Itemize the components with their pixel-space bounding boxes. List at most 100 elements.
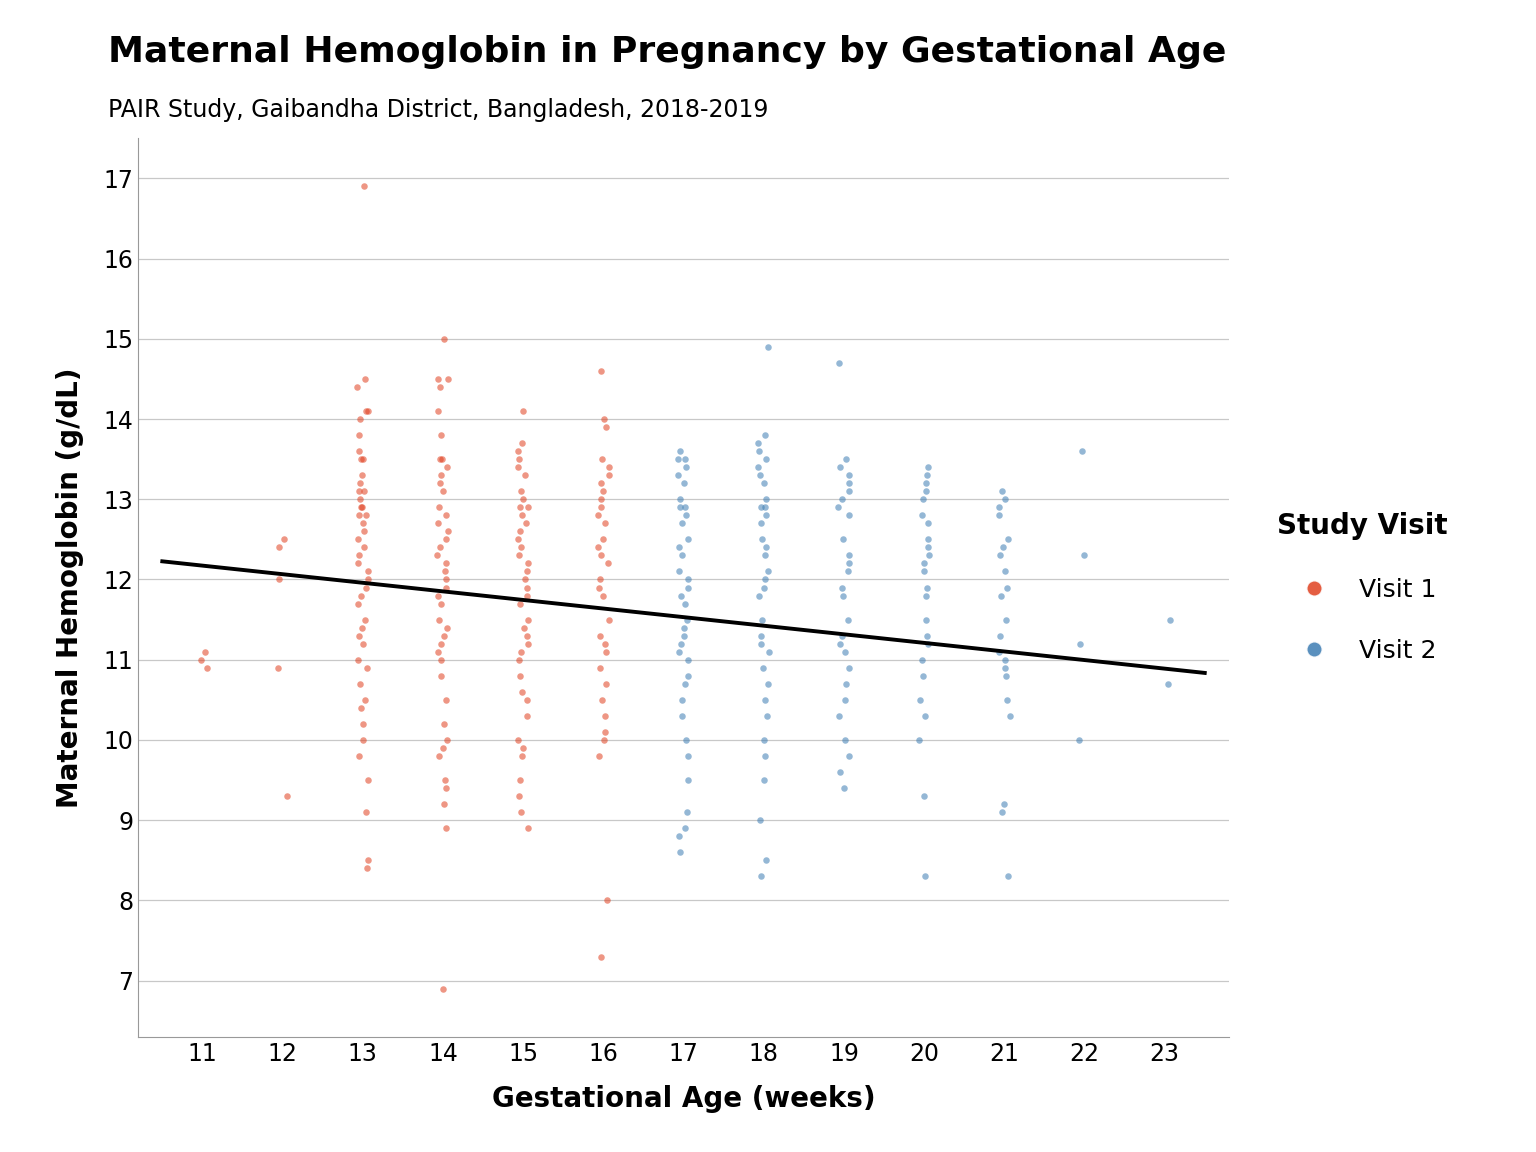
- Point: [1068, 635, 1092, 653]
- Point: [753, 426, 777, 445]
- Point: [754, 490, 779, 508]
- Point: [425, 402, 450, 420]
- Point: [266, 538, 290, 556]
- Point: [266, 659, 290, 677]
- Text: PAIR Study, Gaibandha District, Bangladesh, 2018-2019: PAIR Study, Gaibandha District, Banglade…: [108, 98, 768, 122]
- Point: [508, 771, 533, 789]
- Point: [1157, 675, 1181, 694]
- Point: [347, 482, 372, 500]
- Point: [670, 514, 694, 532]
- Point: [507, 450, 531, 469]
- Point: [1069, 442, 1094, 461]
- X-axis label: Gestational Age (weeks): Gestational Age (weeks): [492, 1085, 876, 1113]
- Point: [516, 554, 541, 573]
- Point: [986, 498, 1011, 516]
- Point: [667, 562, 691, 581]
- Point: [991, 803, 1015, 821]
- Point: [828, 635, 852, 653]
- Point: [510, 506, 535, 524]
- Point: [429, 426, 453, 445]
- Point: [513, 465, 538, 484]
- Point: [594, 892, 619, 910]
- Point: [508, 803, 533, 821]
- Point: [347, 426, 372, 445]
- Point: [671, 619, 696, 637]
- Point: [673, 506, 697, 524]
- Point: [435, 730, 459, 749]
- Point: [515, 586, 539, 605]
- Point: [511, 402, 536, 420]
- Point: [427, 746, 452, 765]
- Point: [668, 586, 693, 605]
- Point: [510, 683, 535, 702]
- Point: [992, 795, 1017, 813]
- Point: [349, 498, 373, 516]
- Point: [995, 867, 1020, 886]
- Point: [588, 473, 613, 492]
- Point: [435, 554, 459, 573]
- Point: [750, 867, 774, 886]
- Point: [670, 690, 694, 708]
- Point: [508, 482, 533, 500]
- Point: [746, 586, 771, 605]
- Point: [911, 490, 935, 508]
- Point: [667, 827, 691, 846]
- Point: [516, 498, 541, 516]
- Point: [991, 538, 1015, 556]
- Point: [826, 706, 851, 725]
- Point: [429, 450, 453, 469]
- Point: [590, 362, 614, 380]
- Point: [674, 803, 699, 821]
- Point: [836, 482, 860, 500]
- Point: [588, 659, 613, 677]
- Point: [349, 473, 373, 492]
- Point: [516, 819, 541, 838]
- Point: [753, 498, 777, 516]
- Point: [436, 522, 461, 540]
- Point: [353, 803, 378, 821]
- Point: [754, 506, 779, 524]
- Point: [593, 418, 617, 437]
- Point: [671, 473, 696, 492]
- Point: [425, 643, 450, 661]
- Point: [596, 611, 621, 629]
- Point: [676, 570, 700, 589]
- Point: [837, 465, 862, 484]
- Point: [828, 763, 852, 781]
- Point: [834, 675, 859, 694]
- Point: [505, 530, 530, 548]
- Point: [593, 706, 617, 725]
- Point: [432, 482, 456, 500]
- Point: [591, 410, 616, 429]
- Point: [596, 458, 621, 477]
- Point: [585, 506, 610, 524]
- Point: [430, 979, 455, 998]
- Point: [756, 675, 780, 694]
- Point: [667, 450, 691, 469]
- Point: [753, 578, 777, 597]
- Point: [353, 370, 378, 388]
- Point: [837, 746, 862, 765]
- Point: [427, 498, 452, 516]
- Point: [831, 586, 856, 605]
- Point: [356, 570, 381, 589]
- Point: [753, 473, 777, 492]
- Point: [833, 779, 857, 797]
- Point: [508, 667, 533, 685]
- Point: [346, 594, 370, 613]
- Point: [992, 490, 1017, 508]
- Point: [748, 465, 773, 484]
- Point: [425, 546, 450, 564]
- Point: [588, 627, 613, 645]
- Point: [676, 651, 700, 669]
- Point: [668, 843, 693, 862]
- Point: [355, 402, 379, 420]
- Point: [992, 659, 1017, 677]
- Point: [425, 586, 450, 605]
- Point: [836, 611, 860, 629]
- Point: [508, 498, 533, 516]
- Point: [346, 554, 370, 573]
- Point: [355, 859, 379, 878]
- Point: [433, 562, 458, 581]
- Point: [994, 690, 1018, 708]
